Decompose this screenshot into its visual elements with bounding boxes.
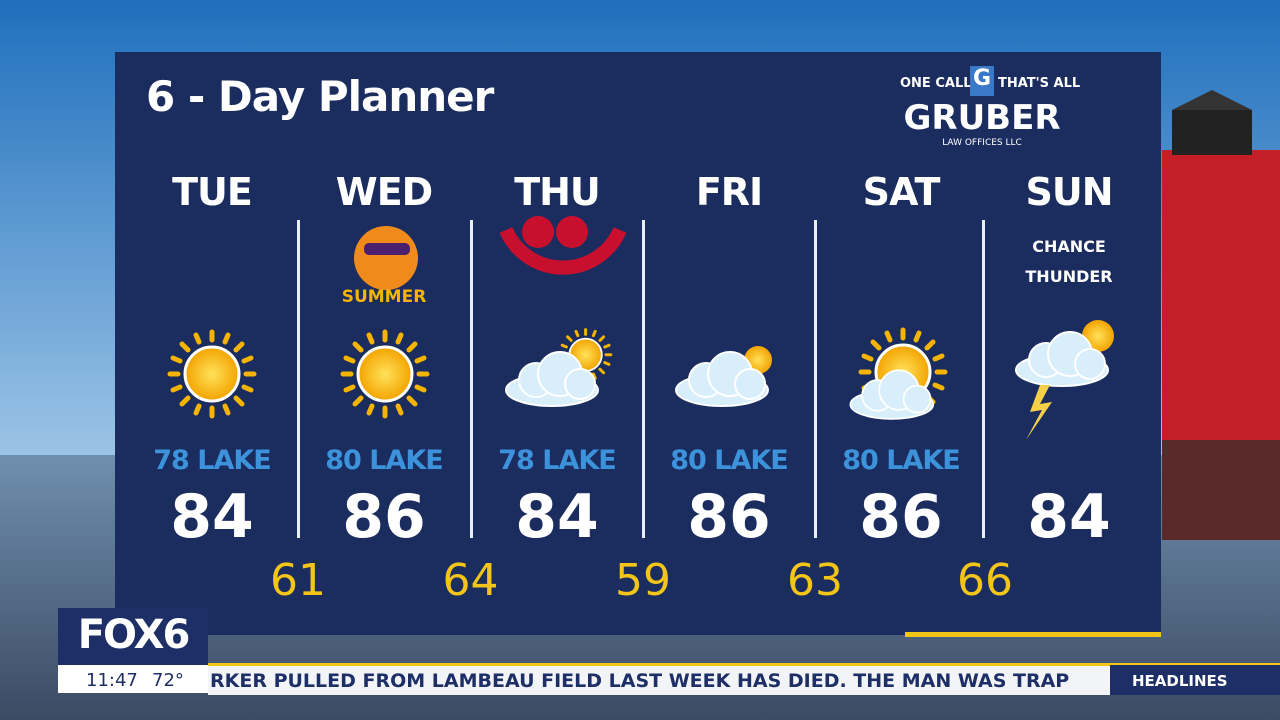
low-temp: 66 <box>957 555 1013 606</box>
forecast-note: THUNDER <box>1025 267 1113 286</box>
low-temp: 61 <box>270 555 326 606</box>
high-temp: 84 <box>1027 482 1111 552</box>
sponsor-tagline: THAT'S ALL <box>998 76 1081 91</box>
high-temp: 84 <box>170 482 254 552</box>
high-temp: 84 <box>515 482 599 552</box>
divider <box>470 220 473 538</box>
lake-temp: 80 LAKE <box>325 445 443 476</box>
temperature: 72° <box>152 670 184 691</box>
low-temp: 64 <box>442 555 499 606</box>
lake-temp: 78 LAKE <box>153 445 271 476</box>
day-name: WED <box>335 170 433 214</box>
divider <box>642 220 645 538</box>
sponsor-logo: G <box>970 66 994 96</box>
lake-temp: 80 LAKE <box>842 445 960 476</box>
low-temp: 63 <box>787 555 843 606</box>
sponsor-subtitle: LAW OFFICES LLC <box>942 138 1022 148</box>
lake-temp: 78 LAKE <box>498 445 616 476</box>
sponsor-name: GRUBER <box>903 98 1061 138</box>
forecast-note: CHANCE <box>1032 237 1106 256</box>
badge: SUMMER <box>341 287 427 307</box>
clock: 11:47 <box>86 670 138 691</box>
day-name: FRI <box>695 170 763 214</box>
station-logo: FOX6 <box>77 612 191 658</box>
sponsor-tagline: ONE CALL <box>900 76 972 91</box>
ticker-section: HEADLINES <box>1132 672 1228 690</box>
title: 6 - Day Planner <box>146 72 494 121</box>
day-name: THU <box>514 170 601 214</box>
high-temp: 86 <box>859 482 943 552</box>
day-name: SUN <box>1025 170 1113 214</box>
divider <box>297 220 300 538</box>
lake-temp: 80 LAKE <box>670 445 788 476</box>
high-temp: 86 <box>342 482 426 552</box>
day-name: TUE <box>172 170 253 214</box>
high-temp: 86 <box>687 482 771 552</box>
divider <box>982 220 985 538</box>
ticker-text: RKER PULLED FROM LAMBEAU FIELD LAST WEEK… <box>210 670 1070 692</box>
low-temp: 59 <box>615 555 671 606</box>
day-name: SAT <box>862 170 941 214</box>
divider <box>814 220 817 538</box>
